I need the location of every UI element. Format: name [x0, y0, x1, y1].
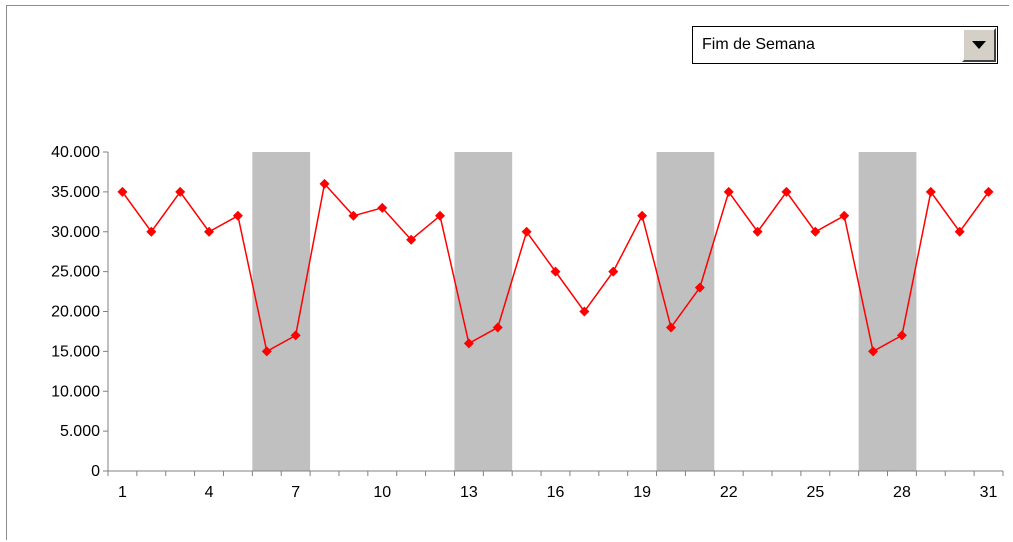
x-tick-label: 19 — [633, 484, 651, 501]
x-tick-label: 10 — [373, 484, 391, 501]
data-point — [232, 210, 243, 221]
data-point — [204, 226, 215, 237]
x-tick-label: 28 — [893, 484, 911, 501]
chevron-down-icon — [972, 41, 986, 49]
data-point — [868, 346, 879, 357]
data-point — [290, 330, 301, 341]
data-point — [983, 186, 994, 197]
y-tick-label: 0 — [91, 463, 100, 480]
x-tick-label: 4 — [205, 484, 214, 501]
data-point — [492, 322, 503, 333]
data-point — [925, 186, 936, 197]
x-tick-label: 1 — [118, 484, 127, 501]
data-point — [579, 306, 590, 317]
data-point — [665, 322, 676, 333]
weekend-band — [252, 152, 311, 471]
day-type-dropdown[interactable]: Fim de Semana — [692, 26, 998, 64]
x-tick-label: 13 — [460, 484, 478, 501]
y-tick-label: 20.000 — [51, 304, 100, 321]
dropdown-selected-value: Fim de Semana — [702, 36, 815, 53]
data-point — [521, 226, 532, 237]
data-point — [261, 346, 272, 357]
data-point — [550, 266, 561, 277]
x-tick-label: 31 — [980, 484, 998, 501]
data-point — [117, 186, 128, 197]
data-point — [954, 226, 965, 237]
data-point — [810, 226, 821, 237]
data-point — [637, 210, 648, 221]
x-tick-label: 25 — [806, 484, 824, 501]
weekend-band — [656, 152, 715, 471]
data-point — [723, 186, 734, 197]
y-tick-label: 25.000 — [51, 264, 100, 281]
data-point — [175, 186, 186, 197]
data-point — [406, 234, 417, 245]
data-point — [463, 338, 474, 349]
data-point — [435, 210, 446, 221]
y-tick-label: 5.000 — [60, 423, 100, 440]
weekend-band — [454, 152, 513, 471]
x-tick-label: 7 — [291, 484, 300, 501]
data-point — [896, 330, 907, 341]
y-tick-label: 35.000 — [51, 184, 100, 201]
y-tick-label: 15.000 — [51, 343, 100, 360]
data-point — [608, 266, 619, 277]
data-point — [694, 282, 705, 293]
data-point — [146, 226, 157, 237]
x-tick-label: 16 — [547, 484, 565, 501]
data-point — [781, 186, 792, 197]
data-point — [319, 178, 330, 189]
y-tick-label: 30.000 — [51, 224, 100, 241]
dropdown-button[interactable] — [962, 28, 996, 62]
weekend-band — [858, 152, 917, 471]
data-point — [348, 210, 359, 221]
y-tick-label: 10.000 — [51, 383, 100, 400]
x-tick-label: 22 — [720, 484, 738, 501]
data-point — [839, 210, 850, 221]
y-tick-label: 40.000 — [51, 144, 100, 161]
data-point — [752, 226, 763, 237]
data-point — [377, 202, 388, 213]
